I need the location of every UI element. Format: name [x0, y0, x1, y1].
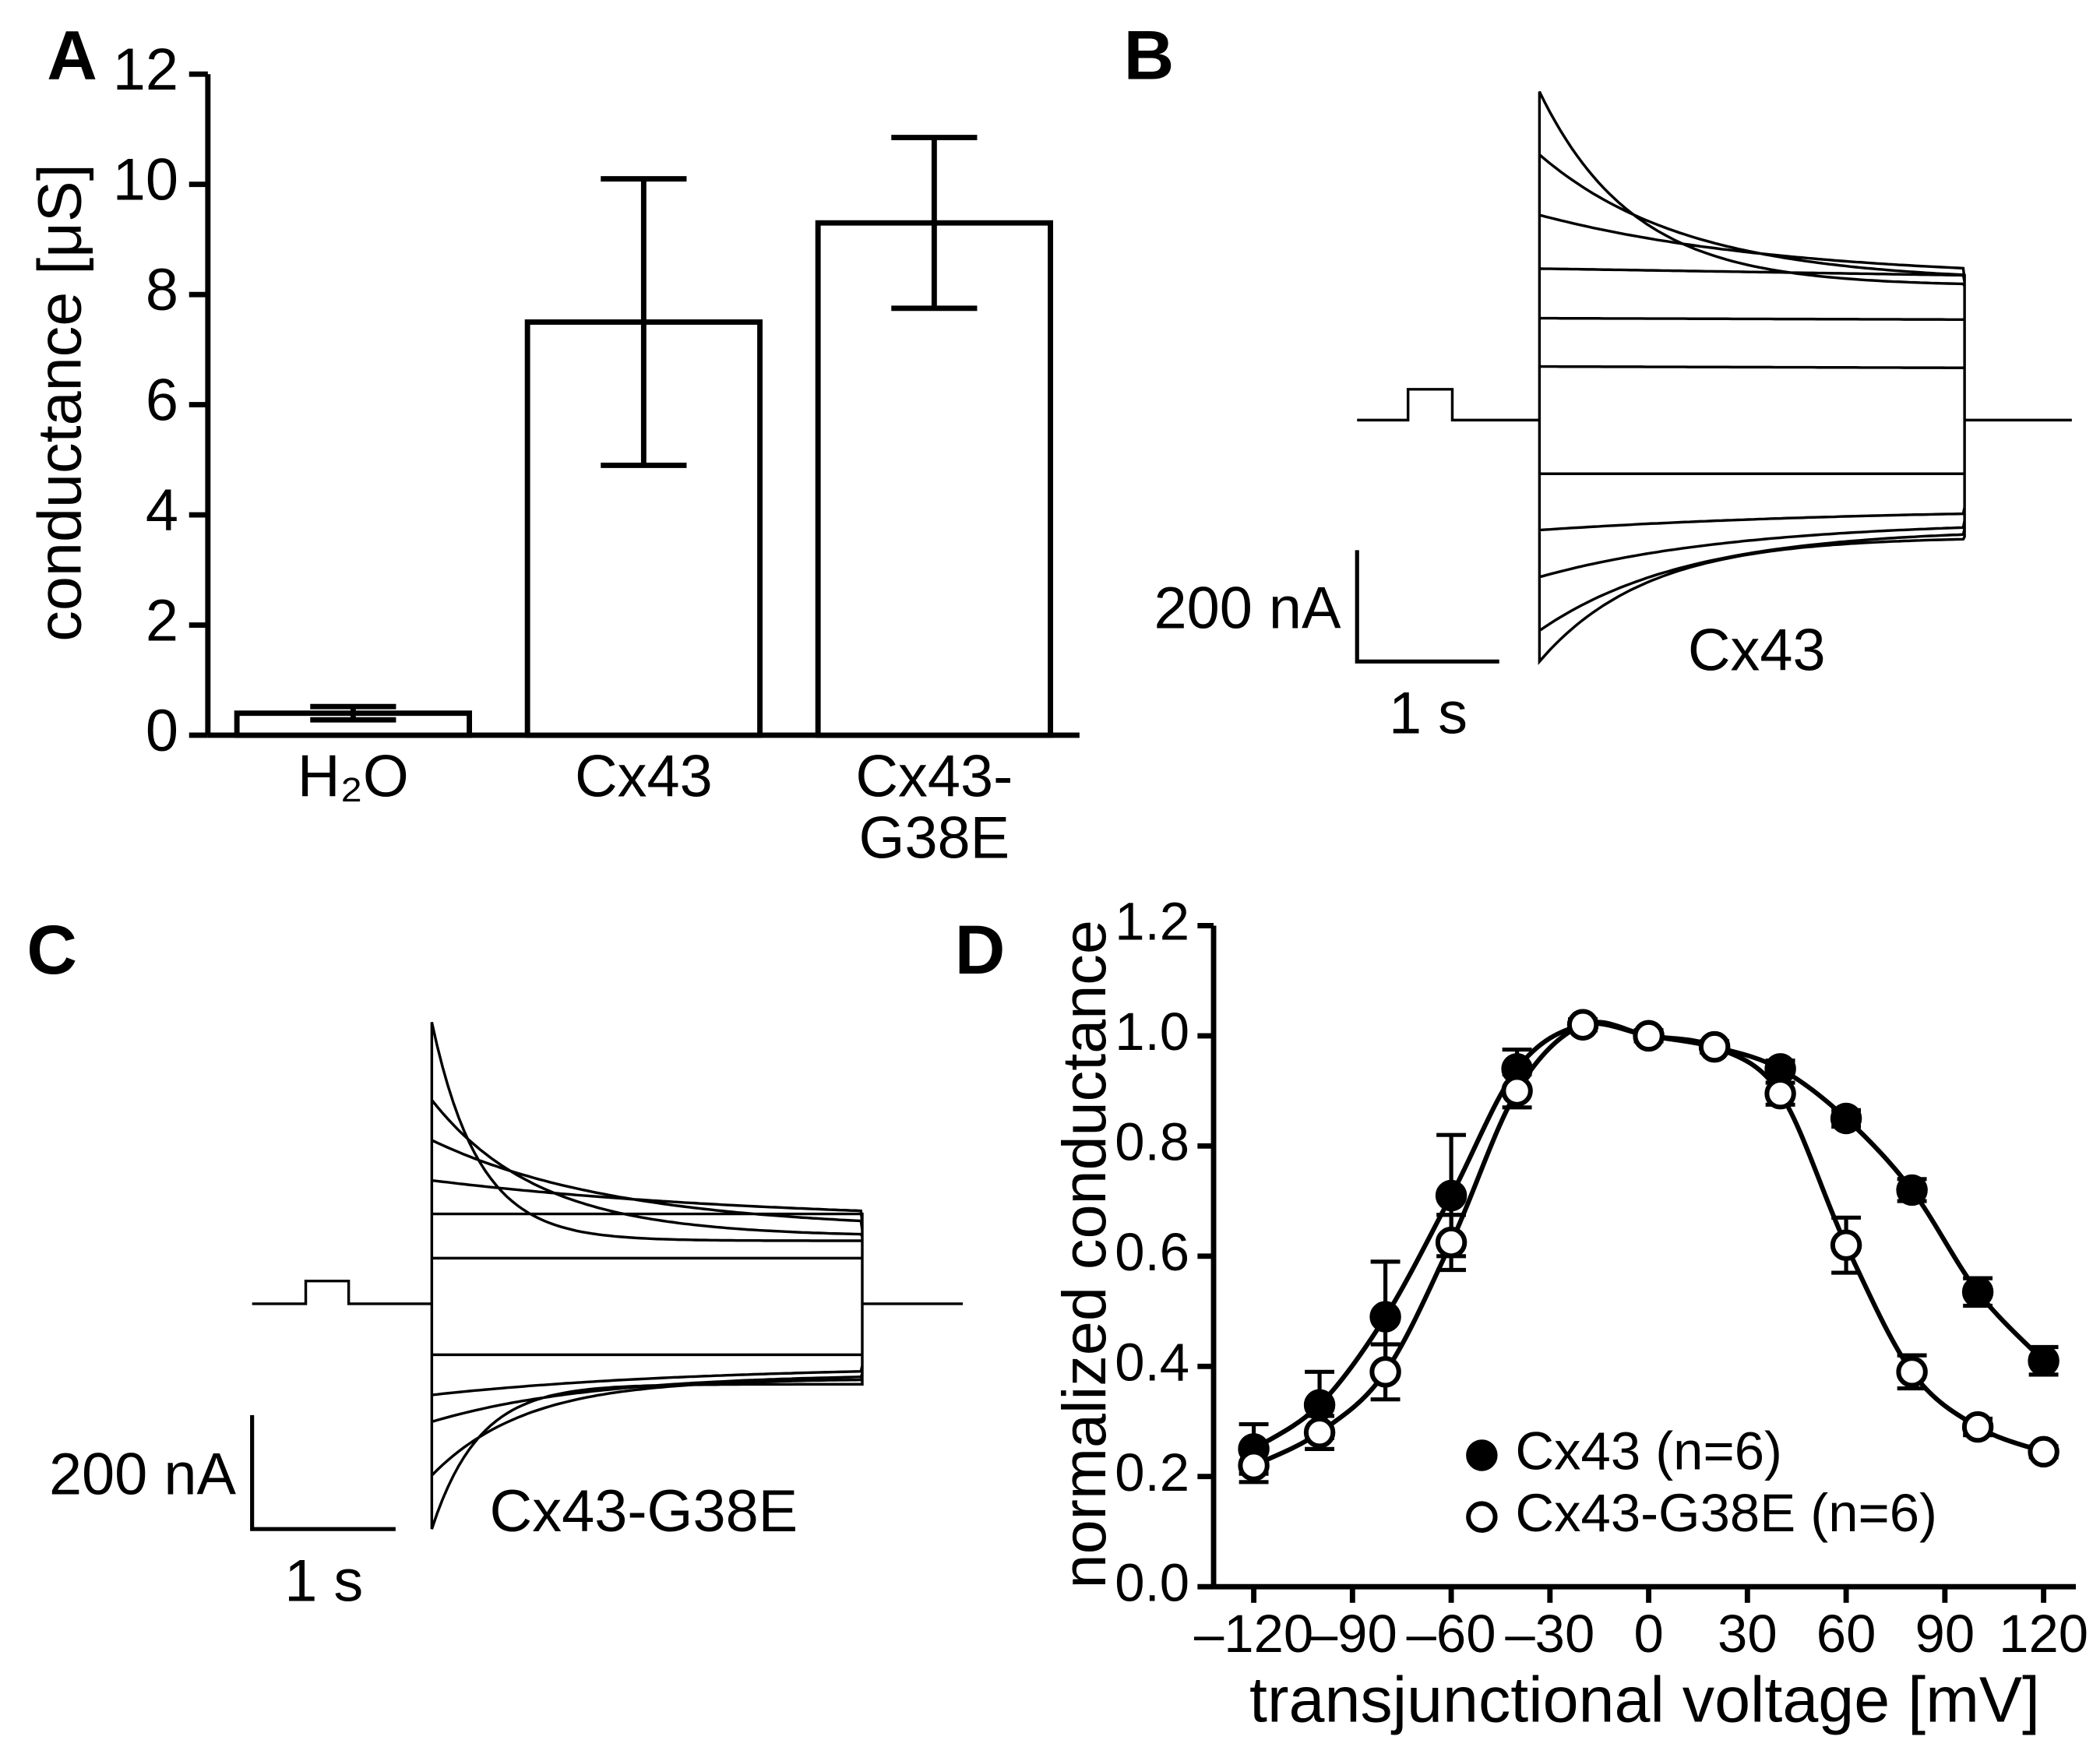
- data-point: [1238, 1449, 1270, 1481]
- legend-label: Cx43-G38E (n=6): [1515, 1483, 1937, 1543]
- x-tick-label: –120: [1194, 1604, 1313, 1664]
- data-point: [1830, 1229, 1862, 1261]
- y-axis-label: normalized conductance: [1049, 920, 1119, 1588]
- y-tick-label: 12: [113, 37, 178, 103]
- y-tick-label: 0: [146, 698, 178, 764]
- trace-label: Cx43: [1688, 618, 1826, 684]
- panel-label: B: [1124, 16, 1175, 94]
- data-point: [1896, 1356, 1928, 1388]
- data-point: [1501, 1075, 1533, 1107]
- x-tick-label: Cx43-G38E: [855, 744, 1013, 872]
- error-bar: [891, 135, 978, 312]
- x-tick-label: 30: [1718, 1604, 1778, 1664]
- x-tick-label: 120: [1999, 1604, 2088, 1664]
- y-tick-label: 0.2: [1115, 1442, 1189, 1502]
- panel-label: D: [955, 911, 1006, 988]
- data-point: [1435, 1226, 1468, 1259]
- y-tick-label: 1.0: [1115, 1002, 1189, 1062]
- data-point: [1896, 1174, 1928, 1206]
- error-bar: [601, 176, 687, 468]
- scale-current-label: 200 nA: [1154, 575, 1342, 641]
- y-tick-label: 0.6: [1115, 1222, 1189, 1282]
- panel-label: A: [47, 16, 97, 94]
- data-point: [1961, 1276, 1994, 1309]
- data-point: [1435, 1179, 1468, 1212]
- y-tick-label: 10: [113, 147, 178, 213]
- y-tick-label: 1.2: [1115, 892, 1189, 952]
- y-tick-label: 6: [146, 368, 178, 434]
- x-axis-label: transjunctional voltage [mV]: [1249, 1664, 2040, 1736]
- y-tick-label: 0.4: [1115, 1332, 1189, 1392]
- x-tick-label: –90: [1308, 1604, 1397, 1664]
- y-axis-label: conductance [μS]: [25, 164, 94, 642]
- x-tick-label: 90: [1915, 1604, 1975, 1664]
- data-point: [1961, 1411, 1994, 1443]
- data-point: [1633, 1020, 1665, 1052]
- data-point: [1566, 1009, 1599, 1041]
- trace-label: Cx43-G38E: [490, 1478, 798, 1545]
- data-point: [1830, 1102, 1862, 1135]
- current-trace: [252, 1022, 964, 1530]
- x-tick-label: H₂O: [298, 744, 409, 810]
- scale-bar: [250, 1414, 396, 1531]
- y-tick-label: 8: [146, 257, 178, 323]
- scale-time-label: 1 s: [284, 1548, 363, 1614]
- data-point: [1303, 1416, 1336, 1449]
- scale-time-label: 1 s: [1389, 681, 1468, 747]
- y-tick-label: 4: [146, 477, 178, 544]
- legend-label: Cx43 (n=6): [1515, 1421, 1782, 1481]
- x-tick-label: Cx43: [575, 744, 713, 810]
- x-tick-label: 60: [1816, 1604, 1876, 1664]
- data-point: [2028, 1344, 2059, 1377]
- x-tick-label: 0: [1633, 1604, 1663, 1664]
- current-trace: [1357, 90, 2072, 665]
- data-point: [1764, 1077, 1796, 1110]
- data-point: [2028, 1435, 2059, 1468]
- scale-bar: [1355, 550, 1499, 664]
- panel-label: C: [26, 911, 77, 988]
- data-point: [1698, 1030, 1731, 1063]
- error-bar: [310, 703, 396, 723]
- legend-marker: [1466, 1439, 1498, 1471]
- x-tick-label: –30: [1505, 1604, 1594, 1664]
- data-point: [1369, 1356, 1401, 1388]
- legend-marker: [1466, 1501, 1498, 1533]
- x-tick-label: –60: [1407, 1604, 1496, 1664]
- scale-current-label: 200 nA: [49, 1442, 237, 1508]
- y-tick-label: 0.8: [1115, 1112, 1189, 1172]
- data-point: [1369, 1301, 1401, 1333]
- y-tick-label: 0.0: [1115, 1552, 1189, 1612]
- y-tick-label: 2: [146, 588, 178, 654]
